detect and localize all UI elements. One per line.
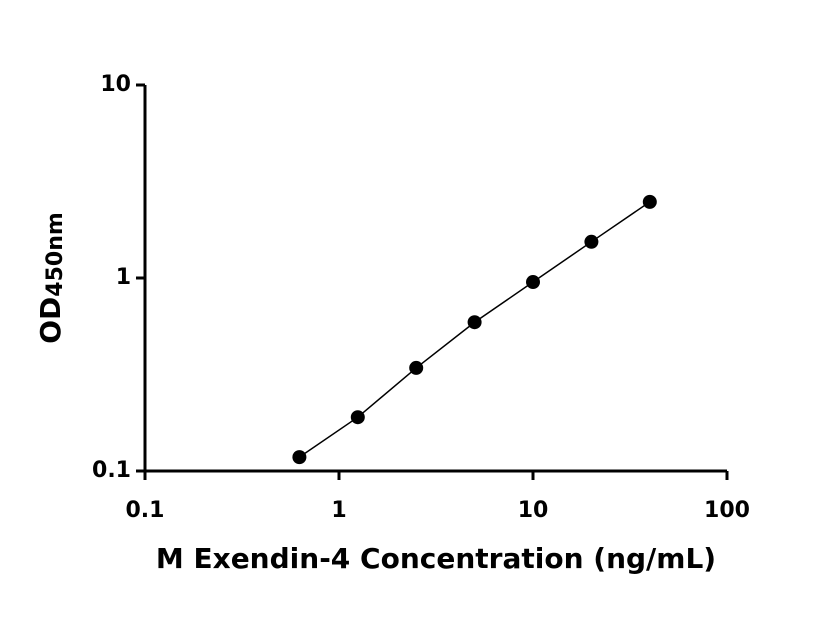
y-tick-label: 10 <box>100 72 131 97</box>
data-point <box>526 275 540 290</box>
y-axis-title-sub: 450nm <box>43 212 68 297</box>
data-point <box>584 234 599 249</box>
x-tick-label: 1 <box>331 498 346 523</box>
x-axis-title: M Exendin-4 Concentration (ng/mL) <box>156 542 716 575</box>
data-point <box>467 315 482 330</box>
x-tick-label: 0.1 <box>126 498 165 523</box>
data-point <box>350 410 365 425</box>
y-axis-title-main: OD <box>34 297 67 344</box>
y-axis-title: OD450nm <box>34 212 68 344</box>
x-tick-label: 100 <box>704 498 750 523</box>
y-tick-label: 1 <box>116 265 131 290</box>
data-point <box>409 360 424 375</box>
data-point <box>292 450 307 465</box>
y-tick-label: 0.1 <box>92 458 131 483</box>
data-point <box>642 194 657 209</box>
x-tick-label: 10 <box>518 498 549 523</box>
